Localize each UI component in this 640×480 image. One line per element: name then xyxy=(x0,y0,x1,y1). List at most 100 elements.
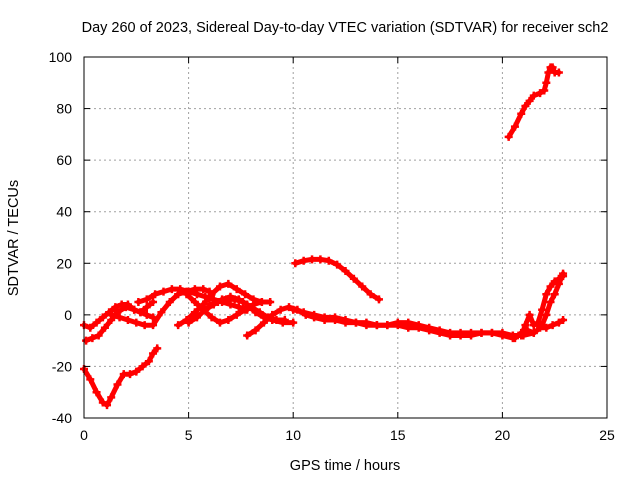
data-point xyxy=(98,398,107,407)
data-point xyxy=(201,305,210,314)
data-point xyxy=(149,321,158,330)
data-point xyxy=(232,310,241,319)
data-point xyxy=(542,310,551,319)
data-point xyxy=(159,287,168,296)
y-tick-label: -20 xyxy=(52,358,72,374)
data-point xyxy=(477,328,486,337)
data-point xyxy=(103,401,112,410)
data-point xyxy=(192,313,201,322)
data-point xyxy=(184,318,193,327)
data-point xyxy=(310,310,319,319)
data-point xyxy=(414,321,423,330)
data-point xyxy=(289,318,298,327)
data-point xyxy=(529,328,538,337)
y-tick-label: -40 xyxy=(52,410,72,426)
data-point xyxy=(86,375,95,384)
data-point xyxy=(404,318,413,327)
data-point xyxy=(521,321,530,330)
data-point xyxy=(255,308,264,317)
data-point xyxy=(174,321,183,330)
data-point xyxy=(510,334,519,343)
data-point xyxy=(542,78,551,87)
data-point xyxy=(230,295,239,304)
data-point xyxy=(132,367,141,376)
data-point xyxy=(82,336,91,345)
data-point xyxy=(149,297,158,306)
x-tick-label: 5 xyxy=(185,427,193,443)
data-point xyxy=(238,297,247,306)
data-point xyxy=(138,362,147,371)
data-point xyxy=(153,344,162,353)
data-point xyxy=(126,370,135,379)
data-point xyxy=(215,318,224,327)
data-point xyxy=(276,305,285,314)
data-point xyxy=(241,290,250,299)
data-point xyxy=(546,297,555,306)
data-point xyxy=(550,290,559,299)
data-point xyxy=(207,313,216,322)
data-point xyxy=(134,297,143,306)
data-point xyxy=(504,132,513,141)
data-point xyxy=(157,308,166,317)
data-point xyxy=(234,303,243,312)
data-point xyxy=(393,318,402,327)
data-point xyxy=(559,316,568,325)
data-point xyxy=(136,308,145,317)
data-point xyxy=(182,290,191,299)
x-tick-label: 0 xyxy=(80,427,88,443)
y-tick-label: 40 xyxy=(56,204,72,220)
data-point xyxy=(86,323,95,332)
data-point xyxy=(538,305,547,314)
data-point xyxy=(548,63,557,72)
data-point xyxy=(498,331,507,340)
ticks: 0 5 10 15 20 25 -40 -20 0 20 40 60 80 100 xyxy=(49,49,615,443)
data-point xyxy=(205,300,214,309)
data-point xyxy=(554,279,563,288)
data-point xyxy=(366,290,375,299)
data-point xyxy=(215,282,224,291)
data-point xyxy=(341,316,350,325)
data-point xyxy=(113,380,122,389)
grid xyxy=(84,57,607,418)
y-axis-label: SDTVAR / TECUs xyxy=(6,180,22,296)
data-point xyxy=(349,274,358,283)
data-point xyxy=(92,388,101,397)
data-point xyxy=(299,256,308,265)
data-point xyxy=(257,297,266,306)
data-point xyxy=(268,310,277,319)
data-point xyxy=(167,285,176,294)
data-point xyxy=(351,318,360,327)
data-point xyxy=(251,326,260,335)
y-tick-label: 60 xyxy=(56,152,72,168)
data-point xyxy=(107,393,116,402)
data-point xyxy=(142,310,151,319)
data-point xyxy=(123,316,132,325)
data-point xyxy=(510,122,519,131)
data-point xyxy=(487,328,496,337)
data-point xyxy=(529,91,538,100)
y-tick-label: 0 xyxy=(64,307,72,323)
data-point xyxy=(425,323,434,332)
data-point xyxy=(123,300,132,309)
x-tick-label: 15 xyxy=(390,427,406,443)
series-layer xyxy=(80,63,568,410)
data-point xyxy=(517,109,526,118)
data-point xyxy=(341,267,350,276)
data-point xyxy=(538,321,547,330)
data-point xyxy=(285,303,294,312)
data-point xyxy=(517,331,526,340)
data-point xyxy=(383,321,392,330)
data-point xyxy=(190,308,199,317)
data-point xyxy=(362,318,371,327)
chart-title: Day 260 of 2023, Sidereal Day-to-day VTE… xyxy=(82,20,609,36)
data-point xyxy=(140,321,149,330)
y-tick-label: 20 xyxy=(56,255,72,271)
data-point xyxy=(98,313,107,322)
data-point xyxy=(554,318,563,327)
data-point xyxy=(92,318,101,327)
data-point xyxy=(554,68,563,77)
data-point xyxy=(435,326,444,335)
y-tick-label: 80 xyxy=(56,101,72,117)
data-point xyxy=(213,297,222,306)
